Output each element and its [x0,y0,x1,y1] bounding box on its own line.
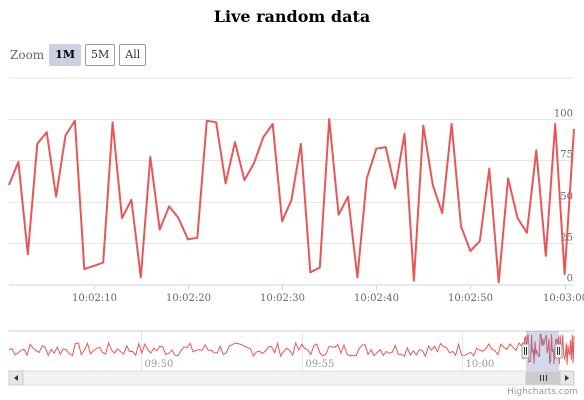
data-point [525,231,529,235]
data-point [497,280,501,284]
data-point [553,122,557,126]
range-selector: Zoom 1M 5M All [10,44,150,66]
data-point [167,204,171,208]
navigator-selected-range[interactable] [526,331,559,371]
y-tick-label: 0 [567,274,573,285]
data-point [421,124,425,128]
data-point [290,198,294,202]
data-point [308,270,312,274]
data-point [177,216,181,220]
x-tick-label: 10:02:40 [354,293,399,304]
y-tick-label: 75 [560,150,573,161]
data-point [318,266,322,270]
data-point [468,249,472,253]
data-point [299,142,303,146]
data-point [214,120,218,124]
data-point [92,264,96,268]
data-point [280,219,284,223]
navigator-right-handle[interactable] [554,343,563,359]
y-tick-label: 100 [554,109,573,120]
data-point [337,213,341,217]
chevron-left-icon [14,375,18,381]
credits-link[interactable]: Highcharts.com [507,387,578,397]
data-point [205,119,209,123]
data-point [73,119,77,123]
data-point [158,228,162,232]
scrollbar[interactable] [8,370,575,386]
data-point [252,162,256,166]
data-point [572,127,576,131]
x-tick-label: 10:03:00 [543,293,584,304]
data-point [534,148,538,152]
data-point [45,130,49,134]
data-point [148,155,152,159]
zoom-label: Zoom [10,48,45,62]
navigator-left-handle[interactable] [521,343,530,359]
data-point [195,236,199,240]
chart-title: Live random data [213,7,371,26]
data-point [487,167,491,171]
data-points [7,117,576,284]
data-point [139,275,143,279]
data-point [7,183,11,187]
data-point [82,267,86,271]
series-line [8,118,575,284]
zoom-5m-button[interactable]: 5M [85,44,116,66]
data-point [224,181,228,185]
grid-lines [9,119,574,244]
data-point [506,176,510,180]
data-point [459,224,463,228]
zoom-all-button[interactable]: All [119,44,147,66]
data-point [271,122,275,126]
data-point [64,134,68,138]
data-point [393,186,397,190]
data-point [111,120,115,124]
data-point [120,216,124,220]
data-point [563,272,567,276]
data-point [403,132,407,136]
data-point [374,147,378,151]
data-point [242,178,246,182]
data-point [233,140,237,144]
navigator-series-line [8,333,575,365]
x-tick-label: 10:02:30 [260,293,305,304]
data-point [101,261,105,265]
y-tick-label: 50 [560,192,573,203]
navigator-tick-label: 09:50 [145,359,174,370]
data-point [54,195,58,199]
data-point [35,142,39,146]
data-point [261,135,265,139]
navigator[interactable]: 09:50 09:55 10:00 [8,330,575,371]
data-point [129,198,133,202]
data-point [544,254,548,258]
data-point [346,195,350,199]
grip-icon [540,375,547,381]
data-point [16,160,20,164]
data-point [26,252,30,256]
data-point [431,183,435,187]
zoom-1m-button[interactable]: 1M [49,44,82,66]
data-point [478,239,482,243]
data-point [186,237,190,241]
data-point [516,216,520,220]
chevron-right-icon [565,375,569,381]
data-point [327,117,331,121]
x-tick-label: 10:02:50 [448,293,493,304]
x-tick-label: 10:02:20 [166,293,211,304]
data-point [365,176,369,180]
data-point [355,275,359,279]
x-axis-labels: 10:02:10 10:02:20 10:02:30 10:02:40 10:02:50… [72,285,584,304]
navigator-tick-label: 09:55 [306,359,335,370]
scrollbar-track[interactable] [8,370,575,386]
data-point [450,122,454,126]
x-tick-label: 10:02:10 [72,293,117,304]
navigator-tick-label: 10:00 [466,359,495,370]
data-point [384,145,388,149]
data-point [440,211,444,215]
data-point [412,279,416,283]
